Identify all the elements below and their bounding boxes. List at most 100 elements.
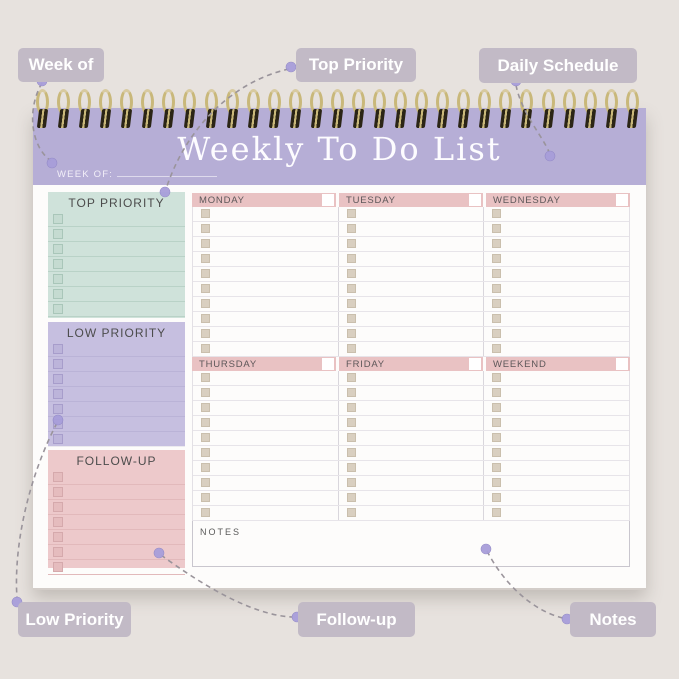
task-cell bbox=[339, 446, 485, 460]
day-header-thursday: THURSDAY bbox=[192, 357, 339, 371]
checkbox-icon bbox=[201, 508, 210, 517]
checkbox-icon bbox=[346, 433, 356, 442]
checkbox-icon bbox=[201, 224, 210, 233]
task-cell bbox=[339, 342, 485, 356]
checkbox-icon bbox=[201, 239, 210, 248]
task-cell bbox=[484, 237, 629, 251]
todo-row bbox=[48, 387, 185, 402]
spiral-coil bbox=[99, 89, 113, 135]
todo-row bbox=[48, 287, 185, 302]
task-cell bbox=[193, 297, 339, 311]
task-cell bbox=[484, 312, 629, 326]
task-row bbox=[193, 207, 629, 222]
checkbox-icon bbox=[201, 329, 210, 338]
task-cell bbox=[339, 386, 485, 400]
task-row bbox=[193, 386, 629, 401]
spiral-coil bbox=[415, 89, 429, 135]
todo-row bbox=[48, 515, 185, 530]
checkbox-icon bbox=[53, 502, 63, 512]
checkbox-icon bbox=[492, 239, 502, 248]
checkbox-icon bbox=[201, 403, 210, 412]
task-row bbox=[193, 297, 629, 312]
callout-low-priority: Low Priority bbox=[18, 602, 131, 637]
task-cell bbox=[339, 327, 485, 341]
task-row bbox=[193, 416, 629, 431]
todo-row bbox=[48, 242, 185, 257]
checkbox-icon bbox=[53, 562, 63, 572]
checkbox-icon bbox=[201, 478, 210, 487]
todo-row bbox=[48, 432, 185, 447]
checkbox-icon bbox=[492, 478, 502, 487]
task-cell bbox=[484, 342, 629, 356]
task-row bbox=[193, 252, 629, 267]
task-cell bbox=[193, 401, 339, 415]
spiral-coil bbox=[499, 89, 513, 135]
section-top-priority: TOP PRIORITY bbox=[48, 192, 185, 318]
checkbox-icon bbox=[201, 418, 210, 427]
spiral-coil bbox=[141, 89, 155, 135]
checkbox-icon bbox=[201, 284, 210, 293]
task-cell bbox=[193, 252, 339, 266]
todo-row bbox=[48, 530, 185, 545]
task-cell bbox=[193, 327, 339, 341]
checkbox-icon bbox=[53, 404, 63, 414]
checkbox-icon bbox=[492, 224, 502, 233]
task-row bbox=[193, 431, 629, 446]
checkbox-icon bbox=[53, 374, 63, 384]
checkbox-icon bbox=[201, 269, 210, 278]
checkbox-icon bbox=[201, 209, 210, 218]
task-row bbox=[193, 342, 629, 357]
task-row bbox=[193, 312, 629, 327]
task-cell bbox=[193, 222, 339, 236]
task-cell bbox=[193, 461, 339, 475]
todo-row bbox=[48, 342, 185, 357]
task-cell bbox=[484, 476, 629, 490]
spiral-coil bbox=[204, 89, 218, 135]
checkbox-icon bbox=[492, 448, 502, 457]
checkbox-icon bbox=[53, 472, 63, 482]
task-cell bbox=[339, 506, 485, 520]
day-header-tuesday: TUESDAY bbox=[339, 193, 486, 207]
day-header-friday: FRIDAY bbox=[339, 357, 486, 371]
callout-daily-schedule: Daily Schedule bbox=[479, 48, 637, 83]
checkbox-icon bbox=[492, 373, 502, 382]
todo-row bbox=[48, 560, 185, 575]
task-cell bbox=[484, 386, 629, 400]
section-low-priority: LOW PRIORITY bbox=[48, 322, 185, 447]
week-grid: MONDAY TUESDAY WEDNESDAY THURSDAY FRIDAY WEEK… bbox=[192, 193, 630, 521]
checkbox-icon bbox=[201, 493, 210, 502]
checkbox-icon bbox=[201, 448, 210, 457]
task-cell bbox=[339, 431, 485, 445]
checkbox-icon bbox=[201, 433, 210, 442]
task-cell bbox=[484, 461, 629, 475]
day-label: FRIDAY bbox=[346, 358, 385, 370]
task-cell bbox=[339, 371, 485, 385]
section-title: TOP PRIORITY bbox=[68, 196, 165, 210]
checkbox-icon bbox=[492, 254, 502, 263]
day-rows bbox=[192, 371, 630, 521]
notes-section: NOTES bbox=[192, 521, 630, 567]
task-cell bbox=[484, 222, 629, 236]
callout-notes: Notes bbox=[570, 602, 656, 637]
task-row bbox=[193, 506, 629, 521]
checkbox-icon bbox=[53, 244, 63, 254]
spiral-coil bbox=[562, 89, 576, 135]
task-cell bbox=[484, 327, 629, 341]
checkbox-icon bbox=[492, 209, 502, 218]
checkbox-icon bbox=[53, 434, 63, 444]
callout-dot bbox=[285, 61, 297, 73]
checkbox-icon bbox=[346, 254, 356, 263]
task-row bbox=[193, 446, 629, 461]
checkbox-icon bbox=[346, 239, 356, 248]
task-cell bbox=[484, 282, 629, 296]
checkbox-icon bbox=[53, 229, 63, 239]
task-cell bbox=[339, 476, 485, 490]
checkbox-icon bbox=[346, 314, 356, 323]
task-row bbox=[193, 237, 629, 252]
checkbox-icon bbox=[492, 344, 502, 353]
checkbox-icon bbox=[53, 289, 63, 299]
spiral-coil bbox=[57, 89, 71, 135]
spiral-coil bbox=[330, 89, 344, 135]
checkbox-icon bbox=[492, 433, 502, 442]
